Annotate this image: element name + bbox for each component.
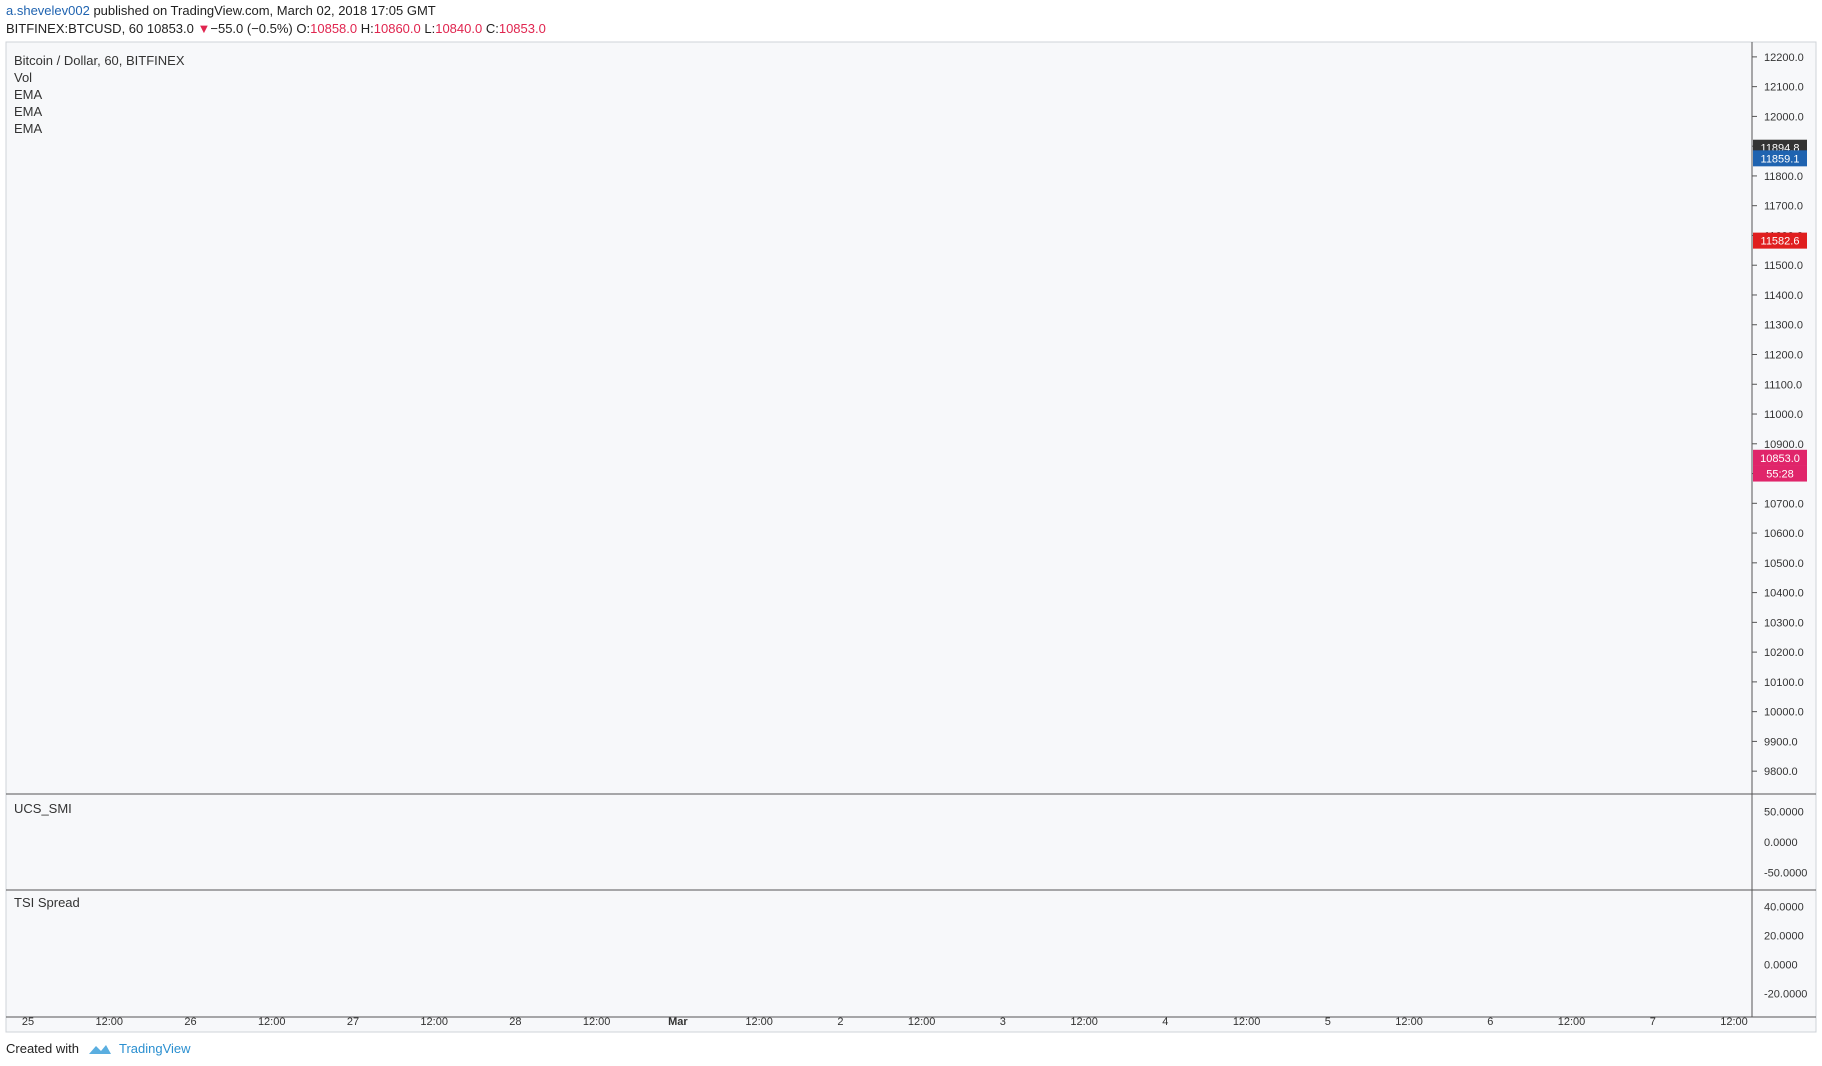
price-badge-label: 11859.1 xyxy=(1761,153,1800,165)
price-badge xyxy=(1753,232,1807,249)
x-tick-label: Mar xyxy=(668,1016,688,1028)
x-tick-label: 7 xyxy=(1650,1016,1656,1028)
y-tick-label: 10600.0 xyxy=(1764,528,1804,540)
smi-title: UCS_SMI xyxy=(14,801,72,816)
smi-tick-label: 50.0000 xyxy=(1764,806,1804,818)
y-tick-label: 11800.0 xyxy=(1764,171,1803,183)
price-change: −55.0 (−0.5%) xyxy=(210,21,293,36)
x-tick-label: 12:00 xyxy=(1070,1016,1098,1028)
x-tick-label: 12:00 xyxy=(95,1016,123,1028)
y-tick-label: 12000.0 xyxy=(1764,111,1804,123)
x-tick-label: 3 xyxy=(1000,1016,1006,1028)
y-tick-label: 9800.0 xyxy=(1764,766,1798,778)
legend-title: Bitcoin / Dollar, 60, BITFINEX xyxy=(14,53,185,68)
ohlc-bar: BITFINEX:BTCUSD, 60 10853.0 ▼−55.0 (−0.5… xyxy=(6,21,546,36)
chart-legend: Bitcoin / Dollar, 60, BITFINEX Vol EMA E… xyxy=(14,52,185,137)
y-tick-label: 10400.0 xyxy=(1764,588,1804,600)
down-arrow-icon: ▼ xyxy=(197,21,211,36)
symbol-label: BITFINEX:BTCUSD, 60 xyxy=(6,21,144,36)
price-badge-label: 11582.6 xyxy=(1761,236,1800,248)
legend-item-vol[interactable]: Vol xyxy=(14,70,33,85)
y-tick-label: 10700.0 xyxy=(1764,498,1804,510)
y-tick-label: 10500.0 xyxy=(1764,558,1804,570)
tradingview-brand[interactable]: TradingView xyxy=(118,1041,191,1056)
x-tick-label: 12:00 xyxy=(258,1016,286,1028)
x-tick-label: 12:00 xyxy=(1720,1016,1748,1028)
smi-tick-label: 0.0000 xyxy=(1764,837,1798,849)
y-tick-label: 10100.0 xyxy=(1764,677,1804,689)
price-badge xyxy=(1753,449,1807,466)
x-tick-label: 6 xyxy=(1487,1016,1493,1028)
y-tick-label: 12200.0 xyxy=(1764,52,1804,64)
tradingview-logo-icon xyxy=(88,1044,111,1054)
axes: 12200.012100.012000.011900.011800.011700… xyxy=(5,41,1817,1033)
tsi-tick-label: 0.0000 xyxy=(1764,959,1798,971)
tsi-tick-label: 40.0000 xyxy=(1764,901,1804,913)
legend-item-ema-1[interactable]: EMA xyxy=(14,87,43,102)
y-tick-label: 11300.0 xyxy=(1764,320,1803,332)
x-tick-label: 2 xyxy=(837,1016,843,1028)
legend-item-ema-2[interactable]: EMA xyxy=(14,104,43,119)
publish-text: published on TradingView.com, March 02, … xyxy=(89,3,436,18)
y-tick-label: 11100.0 xyxy=(1764,379,1802,391)
x-tick-label: 28 xyxy=(509,1016,521,1028)
high-value: 10860.0 xyxy=(373,21,421,36)
x-tick-label: 27 xyxy=(347,1016,359,1028)
y-tick-label: 11700.0 xyxy=(1764,201,1803,213)
y-tick-label: 12100.0 xyxy=(1764,82,1804,94)
tsi-title: TSI Spread xyxy=(14,895,80,910)
y-tick-label: 9900.0 xyxy=(1764,736,1798,748)
x-tick-label: 12:00 xyxy=(1558,1016,1586,1028)
y-tick-label: 11200.0 xyxy=(1764,350,1803,362)
price-badge xyxy=(1753,465,1807,482)
tsi-tick-label: -20.0000 xyxy=(1764,988,1807,1000)
x-tick-label: 4 xyxy=(1162,1016,1168,1028)
created-with-label: Created with xyxy=(6,1041,79,1056)
y-tick-label: 11400.0 xyxy=(1764,290,1803,302)
price-badge-label: 10853.0 xyxy=(1760,453,1800,465)
legend-item-ema-3[interactable]: EMA xyxy=(14,121,43,136)
low-value: 10840.0 xyxy=(435,21,483,36)
x-tick-label: 12:00 xyxy=(1233,1016,1261,1028)
price-badge xyxy=(1753,150,1807,167)
x-tick-label: 25 xyxy=(22,1016,34,1028)
price-badge-label: 55:28 xyxy=(1766,469,1794,481)
y-tick-label: 10200.0 xyxy=(1764,647,1804,659)
close-label: C: xyxy=(485,21,499,36)
x-tick-label: 12:00 xyxy=(583,1016,611,1028)
y-tick-label: 11000.0 xyxy=(1764,409,1803,421)
y-tick-label: 10300.0 xyxy=(1764,617,1804,629)
footer: Created with TradingView xyxy=(6,1041,191,1056)
x-tick-label: 12:00 xyxy=(745,1016,773,1028)
last-price: 10853.0 xyxy=(146,21,194,36)
high-label: H: xyxy=(360,21,374,36)
x-tick-label: 12:00 xyxy=(1395,1016,1423,1028)
close-value: 10853.0 xyxy=(498,21,546,36)
tsi-tick-label: 20.0000 xyxy=(1764,930,1804,942)
x-tick-label: 5 xyxy=(1325,1016,1331,1028)
y-tick-label: 10000.0 xyxy=(1764,707,1804,719)
x-tick-label: 26 xyxy=(184,1016,196,1028)
y-tick-label: 11500.0 xyxy=(1764,260,1803,272)
chart-frame xyxy=(5,41,1817,1033)
open-label: O: xyxy=(296,21,311,36)
x-tick-label: 12:00 xyxy=(420,1016,448,1028)
low-label: L: xyxy=(424,21,436,36)
x-tick-label: 12:00 xyxy=(908,1016,936,1028)
publish-info: a.shevelev002 published on TradingView.c… xyxy=(6,3,436,18)
author-link[interactable]: a.shevelev002 xyxy=(6,3,90,18)
y-tick-label: 10900.0 xyxy=(1764,439,1804,451)
smi-tick-label: -50.0000 xyxy=(1764,868,1807,880)
open-value: 10858.0 xyxy=(310,21,358,36)
